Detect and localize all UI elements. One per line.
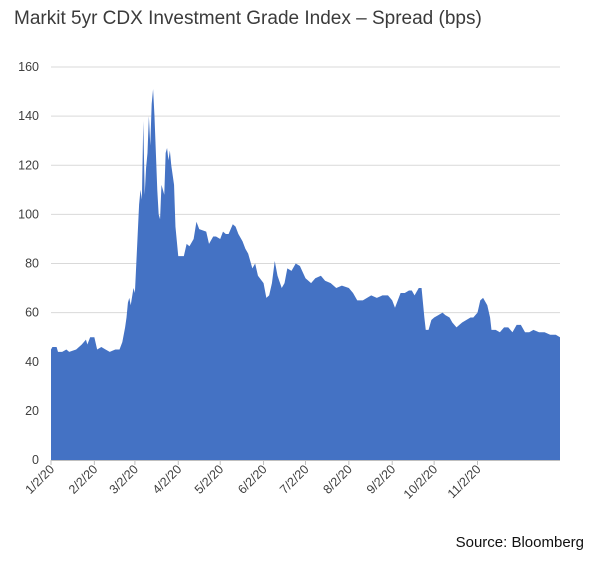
spread-area-series (51, 89, 560, 461)
x-tick-label: 10/2/20 (401, 462, 440, 501)
x-tick-label: 5/2/20 (192, 462, 227, 497)
x-tick-label: 9/2/20 (364, 462, 399, 497)
chart-title: Markit 5yr CDX Investment Grade Index – … (14, 8, 482, 29)
plot-area (51, 89, 560, 461)
x-tick-label: 8/2/20 (320, 462, 355, 497)
y-tick-label: 160 (18, 60, 39, 74)
y-tick-label: 80 (25, 257, 39, 271)
y-tick-label: 20 (25, 404, 39, 418)
source-note: Source: Bloomberg (455, 534, 584, 551)
x-tick-label: 7/2/20 (277, 462, 312, 497)
y-tick-label: 140 (18, 109, 39, 123)
y-tick-label: 120 (18, 158, 39, 172)
x-tick-label: 1/2/20 (23, 462, 58, 497)
x-tick-label: 3/2/20 (107, 462, 142, 497)
x-tick-label: 11/2/20 (445, 462, 484, 501)
y-tick-label: 40 (25, 355, 39, 369)
y-tick-label: 0 (32, 453, 39, 467)
x-tick-label: 6/2/20 (235, 462, 270, 497)
y-tick-label: 60 (25, 306, 39, 320)
x-tick-label: 2/2/20 (66, 462, 101, 497)
x-tick-label: 4/2/20 (150, 462, 185, 497)
y-tick-label: 100 (18, 207, 39, 221)
